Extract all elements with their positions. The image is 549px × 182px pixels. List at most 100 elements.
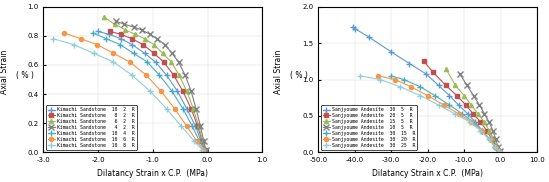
- Sanjyoume Andesite  15  5  R: [442, 68, 449, 70]
- Sanjyoume Andesite  15  5  R: [468, 104, 475, 106]
- Sanjyoume Andesite  20  5  R: [421, 60, 427, 62]
- Sanjyoume Andesite  30  25  R: [417, 94, 424, 97]
- Sanjyoume Andesite  15  5  R: [486, 129, 492, 132]
- Kimachi Sandstone   4  2  R: [203, 148, 209, 151]
- Sanjyoume Andesite  30  5  R: [366, 36, 373, 38]
- Sanjyoume Andesite  30  25  R: [397, 86, 404, 88]
- Kimachi Sandstone   4  2  R: [197, 125, 204, 127]
- Kimachi Sandstone   4  2  R: [200, 140, 207, 142]
- Kimachi Sandstone  10  6  R: [193, 140, 200, 142]
- Kimachi Sandstone  10  8  R: [110, 61, 117, 63]
- Sanjyoume Andesite  15  5  R: [461, 94, 467, 97]
- Kimachi Sandstone   6  2  R: [111, 23, 118, 25]
- Sanjyoume Andesite  15  5  R: [494, 145, 500, 148]
- Kimachi Sandstone   6  2  R: [202, 148, 209, 151]
- Sanjyoume Andesite  30  15  R: [470, 121, 477, 123]
- Sanjyoume Andesite  30  5  R: [435, 84, 442, 86]
- Kimachi Sandstone  10  6  R: [77, 38, 84, 40]
- Text: Axial Strain: Axial Strain: [0, 50, 9, 94]
- Sanjyoume Andesite  30  20  R: [492, 145, 498, 148]
- Sanjyoume Andesite  20  5  R: [463, 104, 469, 106]
- X-axis label: Dilatancy Strain x C.P.  (MPa): Dilatancy Strain x C.P. (MPa): [97, 169, 208, 178]
- Kimachi Sandstone  10  4  R: [189, 125, 195, 127]
- Kimachi Sandstone  10  4  R: [103, 38, 110, 40]
- Sanjyoume Andesite  30  20  R: [486, 138, 493, 140]
- Sanjyoume Andesite  30  20  R: [495, 150, 502, 152]
- Sanjyoume Andesite  30  20  R: [424, 94, 431, 97]
- Kimachi Sandstone   4  2  R: [161, 43, 168, 46]
- Kimachi Sandstone   4  2  R: [113, 20, 119, 22]
- Line: Kimachi Sandstone  10  6  R: Kimachi Sandstone 10 6 R: [62, 31, 205, 152]
- Sanjyoume Andesite  20  5  R: [477, 121, 484, 123]
- Sanjyoume Andesite  30  15  R: [401, 78, 407, 81]
- Sanjyoume Andesite  30  15  R: [417, 86, 424, 88]
- Sanjyoume Andesite  10  5  R: [495, 145, 501, 148]
- Kimachi Sandstone  10  6  R: [127, 61, 133, 63]
- Sanjyoume Andesite  30  25  R: [477, 129, 484, 132]
- Sanjyoume Andesite  30  20  R: [441, 104, 447, 106]
- Sanjyoume Andesite  15  5  R: [496, 150, 503, 152]
- Line: Sanjyoume Andesite  10  5  R: Sanjyoume Andesite 10 5 R: [457, 71, 502, 154]
- Kimachi Sandstone   6  2  R: [122, 29, 129, 31]
- Kimachi Sandstone   4  2  R: [121, 23, 128, 25]
- Sanjyoume Andesite  30  15  R: [486, 138, 493, 140]
- Sanjyoume Andesite  10  5  R: [492, 138, 499, 140]
- Sanjyoume Andesite  15  5  R: [475, 113, 481, 115]
- Sanjyoume Andesite  10  5  R: [496, 150, 503, 152]
- Sanjyoume Andesite  20  5  R: [430, 71, 436, 73]
- Sanjyoume Andesite  10  5  R: [490, 129, 496, 132]
- Line: Sanjyoume Andesite  15  5  R: Sanjyoume Andesite 15 5 R: [444, 67, 501, 153]
- Kimachi Sandstone  10  8  R: [70, 43, 77, 46]
- Sanjyoume Andesite  30  20  R: [375, 75, 382, 77]
- Kimachi Sandstone   4  2  R: [154, 38, 160, 40]
- Sanjyoume Andesite  10  5  R: [476, 104, 483, 106]
- Kimachi Sandstone  10  8  R: [147, 90, 153, 92]
- Sanjyoume Andesite  30  15  R: [432, 94, 438, 97]
- Kimachi Sandstone   6  2  R: [132, 33, 139, 35]
- Kimachi Sandstone  10  8  R: [191, 140, 197, 142]
- Sanjyoume Andesite  30  25  R: [466, 121, 473, 123]
- Kimachi Sandstone  10  4  R: [89, 32, 96, 34]
- Y-axis label: ( % ): ( % ): [290, 71, 309, 80]
- Kimachi Sandstone  10  6  R: [61, 32, 68, 34]
- Sanjyoume Andesite  30  15  R: [495, 150, 502, 152]
- Line: Kimachi Sandstone  10  8  R: Kimachi Sandstone 10 8 R: [51, 36, 205, 152]
- Sanjyoume Andesite  30  5  R: [455, 104, 462, 106]
- Sanjyoume Andesite  20  5  R: [470, 113, 477, 115]
- Sanjyoume Andesite  20  5  R: [496, 150, 502, 152]
- Sanjyoume Andesite  20  5  R: [453, 94, 460, 97]
- Kimachi Sandstone  10  6  R: [158, 90, 164, 92]
- Kimachi Sandstone   8  2  R: [202, 148, 209, 151]
- Sanjyoume Andesite  30  5  R: [495, 150, 502, 152]
- Sanjyoume Andesite  30  5  R: [479, 129, 485, 132]
- Line: Kimachi Sandstone   8  2  R: Kimachi Sandstone 8 2 R: [108, 29, 208, 152]
- Sanjyoume Andesite  30  15  R: [492, 145, 498, 148]
- Kimachi Sandstone   4  2  R: [175, 61, 182, 63]
- Sanjyoume Andesite  20  5  R: [493, 145, 500, 148]
- Kimachi Sandstone   6  2  R: [100, 16, 107, 18]
- Sanjyoume Andesite  10  5  R: [464, 84, 470, 86]
- Kimachi Sandstone   4  2  R: [169, 52, 175, 54]
- Sanjyoume Andesite  15  5  R: [481, 121, 488, 123]
- Sanjyoume Andesite  30  15  R: [388, 75, 394, 77]
- Sanjyoume Andesite  30  5  R: [406, 62, 413, 65]
- Kimachi Sandstone   4  2  R: [193, 108, 199, 110]
- Sanjyoume Andesite  30  5  R: [472, 121, 478, 123]
- Kimachi Sandstone   8  2  R: [107, 30, 114, 33]
- Kimachi Sandstone  10  2  R: [106, 33, 113, 35]
- Kimachi Sandstone  10  6  R: [143, 74, 149, 76]
- Kimachi Sandstone  10  6  R: [183, 125, 190, 127]
- Sanjyoume Andesite  30  25  R: [377, 78, 384, 81]
- Sanjyoume Andesite  30  15  R: [479, 129, 485, 132]
- Sanjyoume Andesite  30  5  R: [351, 27, 358, 30]
- Kimachi Sandstone  10  2  R: [201, 148, 208, 151]
- Sanjyoume Andesite  20  5  R: [483, 129, 490, 132]
- Sanjyoume Andesite  30  25  R: [357, 75, 363, 77]
- Kimachi Sandstone   8  2  R: [194, 125, 201, 127]
- Kimachi Sandstone  10  4  R: [196, 140, 203, 142]
- Legend: Kimachi Sandstone  10  2  R, Kimachi Sandstone   8  2  R, Kimachi Sandstone   6 : Kimachi Sandstone 10 2 R, Kimachi Sandst…: [46, 105, 137, 150]
- Kimachi Sandstone   8  2  R: [199, 140, 205, 142]
- Y-axis label: ( % ): ( % ): [16, 71, 33, 80]
- Line: Kimachi Sandstone   4  2  R: Kimachi Sandstone 4 2 R: [113, 18, 209, 152]
- Sanjyoume Andesite  30  20  R: [455, 113, 462, 115]
